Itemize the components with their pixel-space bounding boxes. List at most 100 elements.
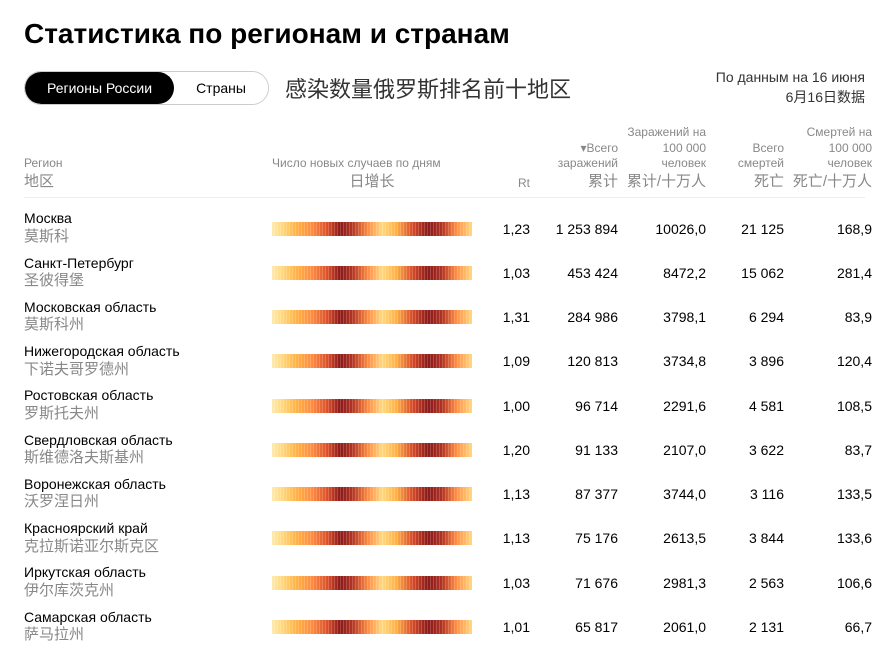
cell-region: Москва莫斯科 xyxy=(24,210,264,246)
hdr-per100k-ru[interactable]: Заражений на 100 000 человек xyxy=(627,125,706,170)
region-name-ru: Санкт-Петербург xyxy=(24,255,264,273)
cell-total: 453 424 xyxy=(538,265,618,281)
cell-region: Иркутская область伊尔库茨克州 xyxy=(24,564,264,600)
heatmap-strip xyxy=(272,354,472,368)
heatmap-strip xyxy=(272,487,472,501)
region-name-ru: Самарская область xyxy=(24,609,264,627)
region-name-ru: Москва xyxy=(24,210,264,228)
table-row[interactable]: Нижегородская область下诺夫哥罗德州 1,09 120 813 3… xyxy=(24,339,865,383)
cell-rt: 1,03 xyxy=(480,265,530,281)
cell-deaths: 4 581 xyxy=(714,398,784,414)
heatmap-strip xyxy=(272,266,472,280)
cell-deaths: 2 563 xyxy=(714,575,784,591)
heatmap-strip xyxy=(272,576,472,590)
table-row[interactable]: Воронежская область沃罗涅日州 1,13 87 377 3744,0… xyxy=(24,472,865,516)
cell-deaths100k: 66,7 xyxy=(792,619,872,635)
data-table: Регион 地区 Число новых случаев по дням 日增… xyxy=(24,125,865,649)
cell-region: Свердловская область斯维德洛夫斯基州 xyxy=(24,432,264,468)
hdr-deaths-cn: 死亡 xyxy=(714,172,784,192)
table-row[interactable]: Москва莫斯科1,231 253 89410026,021 125168,9 xyxy=(24,206,865,250)
cell-per100k: 3744,0 xyxy=(626,486,706,502)
region-name-cn: 罗斯托夫州 xyxy=(24,405,264,424)
region-name-cn: 下诺夫哥罗德州 xyxy=(24,361,264,380)
hdr-region-ru: Регион xyxy=(24,156,63,170)
region-name-ru: Московская область xyxy=(24,299,264,317)
cell-per100k: 2291,6 xyxy=(626,398,706,414)
cell-rt: 1,31 xyxy=(480,309,530,325)
cell-deaths: 2 131 xyxy=(714,619,784,635)
tab-countries[interactable]: Страны xyxy=(174,72,268,104)
cell-deaths100k: 133,6 xyxy=(792,530,872,546)
region-name-cn: 伊尔库茨克州 xyxy=(24,582,264,601)
cell-per100k: 2107,0 xyxy=(626,442,706,458)
cell-total: 1 253 894 xyxy=(538,221,618,237)
cell-region: Санкт-Петербург圣彼得堡 xyxy=(24,255,264,291)
cell-rt: 1,00 xyxy=(480,398,530,414)
heatmap-strip xyxy=(272,443,472,457)
cell-per100k: 2981,3 xyxy=(626,575,706,591)
hdr-region-cn: 地区 xyxy=(24,172,264,192)
cell-per100k: 10026,0 xyxy=(626,221,706,237)
hdr-deaths-ru[interactable]: Всего смертей xyxy=(738,141,784,171)
cell-per100k: 3798,1 xyxy=(626,309,706,325)
tab-group: Регионы России Страны xyxy=(24,71,269,105)
hdr-deaths100k-cn: 死亡/十万人 xyxy=(792,172,872,192)
cell-region: Ростовская область罗斯托夫州 xyxy=(24,387,264,423)
hdr-total-ru[interactable]: ▾Всего заражений xyxy=(558,141,618,171)
region-name-ru: Свердловская область xyxy=(24,432,264,450)
cell-deaths: 15 062 xyxy=(714,265,784,281)
date-block: По данным на 16 июня 6月16日数据 xyxy=(716,68,865,107)
table-row[interactable]: Красноярский край克拉斯诺亚尔斯克区 1,13 75 176 2613… xyxy=(24,516,865,560)
hdr-heat-cn: 日增长 xyxy=(272,172,472,192)
table-row[interactable]: Свердловская область斯维德洛夫斯基州1,2091 13321… xyxy=(24,428,865,472)
hdr-rt[interactable]: Rt xyxy=(518,176,530,190)
cell-total: 75 176 xyxy=(538,530,618,546)
hdr-deaths100k-ru[interactable]: Смертей на 100 000 человек xyxy=(807,125,872,170)
cell-deaths: 3 896 xyxy=(714,353,784,369)
cell-region: Самарская область萨马拉州 xyxy=(24,609,264,645)
cell-deaths100k: 120,4 xyxy=(792,353,872,369)
table-row[interactable]: Московская область莫斯科州 1,31 284 986 3798,1 6… xyxy=(24,295,865,339)
table-row[interactable]: Иркутская область伊尔库茨克州1,0371 6762981,32… xyxy=(24,560,865,604)
cell-total: 65 817 xyxy=(538,619,618,635)
cell-rt: 1,13 xyxy=(480,486,530,502)
region-name-cn: 克拉斯诺亚尔斯克区 xyxy=(24,538,264,557)
region-name-ru: Воронежская область xyxy=(24,476,264,494)
cell-total: 284 986 xyxy=(538,309,618,325)
cell-rt: 1,01 xyxy=(480,619,530,635)
date-ru: По данным на 16 июня xyxy=(716,68,865,88)
cell-rt: 1,23 xyxy=(480,221,530,237)
cell-region: Нижегородская область下诺夫哥罗德州 xyxy=(24,343,264,379)
cell-total: 120 813 xyxy=(538,353,618,369)
cell-rt: 1,09 xyxy=(480,353,530,369)
table-row[interactable]: Самарская область萨马拉州 1,01 65 817 2061,0 2 1… xyxy=(24,605,865,649)
cell-deaths100k: 106,6 xyxy=(792,575,872,591)
tab-regions[interactable]: Регионы России xyxy=(25,72,174,104)
region-name-cn: 萨马拉州 xyxy=(24,626,264,645)
cell-rt: 1,20 xyxy=(480,442,530,458)
table-header: Регион 地区 Число новых случаев по дням 日增… xyxy=(24,125,865,198)
heatmap-strip xyxy=(272,399,472,413)
heatmap-strip xyxy=(272,222,472,236)
cell-per100k: 2613,5 xyxy=(626,530,706,546)
hdr-per100k-cn: 累计/十万人 xyxy=(626,172,706,192)
cell-per100k: 8472,2 xyxy=(626,265,706,281)
table-row[interactable]: Ростовская область罗斯托夫州1,0096 7142291,64… xyxy=(24,383,865,427)
hdr-heat-ru: Число новых случаев по дням xyxy=(272,156,441,170)
region-name-ru: Нижегородская область xyxy=(24,343,264,361)
subtitle: 感染数量俄罗斯排名前十地区 xyxy=(285,72,700,104)
cell-region: Московская область莫斯科州 xyxy=(24,299,264,335)
cell-deaths100k: 168,9 xyxy=(792,221,872,237)
cell-deaths: 3 844 xyxy=(714,530,784,546)
cell-per100k: 2061,0 xyxy=(626,619,706,635)
cell-deaths100k: 83,9 xyxy=(792,309,872,325)
cell-region: Красноярский край克拉斯诺亚尔斯克区 xyxy=(24,520,264,556)
cell-rt: 1,13 xyxy=(480,530,530,546)
cell-deaths100k: 133,5 xyxy=(792,486,872,502)
cell-per100k: 3734,8 xyxy=(626,353,706,369)
cell-total: 87 377 xyxy=(538,486,618,502)
cell-deaths: 6 294 xyxy=(714,309,784,325)
cell-deaths100k: 281,4 xyxy=(792,265,872,281)
table-row[interactable]: Санкт-Петербург圣彼得堡 1,03 453 424 8472,2 15 0… xyxy=(24,251,865,295)
region-name-cn: 沃罗涅日州 xyxy=(24,493,264,512)
